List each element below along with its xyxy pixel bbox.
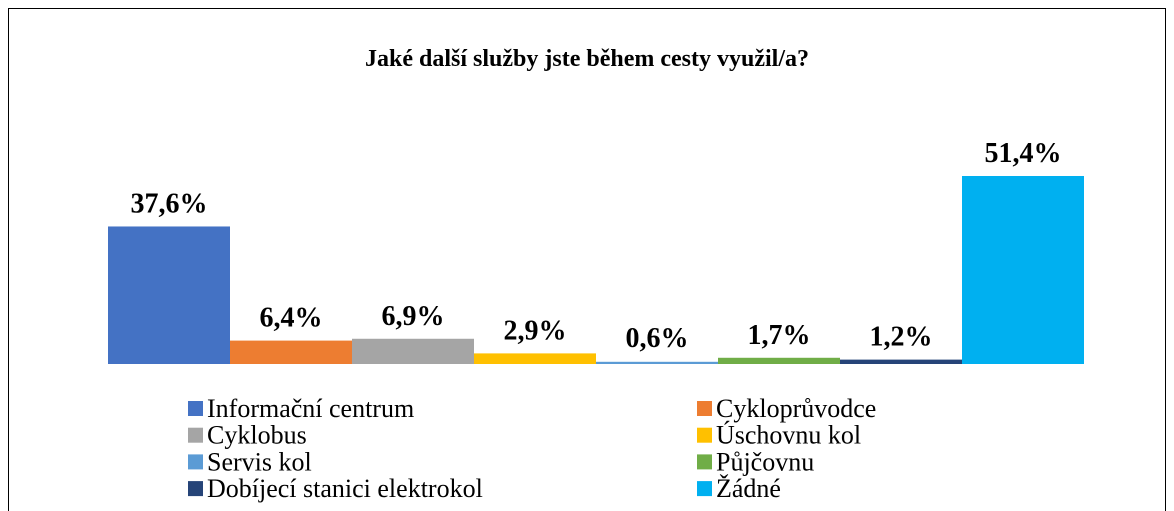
bar	[474, 353, 596, 364]
legend-label: Cykloprůvodce	[716, 394, 876, 423]
legend-swatch	[188, 401, 203, 416]
bar	[718, 357, 840, 364]
legend-label: Půjčovnu	[716, 447, 814, 476]
data-label: 2,9%	[504, 315, 567, 346]
data-label: 6,4%	[260, 303, 323, 334]
legend-swatch	[697, 427, 712, 443]
bar	[230, 340, 352, 364]
legend-label: Cyklobus	[207, 421, 307, 450]
legend-label: Úschovnu kol	[716, 421, 861, 450]
legend-label: Servis kol	[207, 447, 312, 476]
chart-title: Jaké další služby jste během cesty využi…	[365, 46, 809, 72]
legend-label: Dobíjecí stanici elektrokol	[207, 474, 483, 503]
legend-swatch	[697, 454, 712, 470]
legend-swatch	[188, 481, 203, 497]
legend-label: Informační centrum	[207, 394, 414, 423]
bar	[596, 361, 718, 364]
bar	[840, 359, 962, 364]
bar	[962, 176, 1084, 364]
data-label: 37,6%	[131, 188, 208, 219]
legend-swatch	[188, 427, 203, 443]
data-label: 1,2%	[870, 322, 933, 353]
legend-swatch	[188, 454, 203, 470]
data-label: 51,4%	[985, 138, 1062, 169]
data-label: 0,6%	[626, 323, 689, 354]
data-label: 1,7%	[748, 320, 811, 351]
data-label: 6,9%	[382, 301, 445, 332]
bar	[108, 226, 230, 364]
bar	[352, 338, 474, 364]
legend-swatch	[697, 401, 712, 416]
legend-swatch	[697, 481, 712, 497]
legend-label: Žádné	[716, 474, 781, 503]
